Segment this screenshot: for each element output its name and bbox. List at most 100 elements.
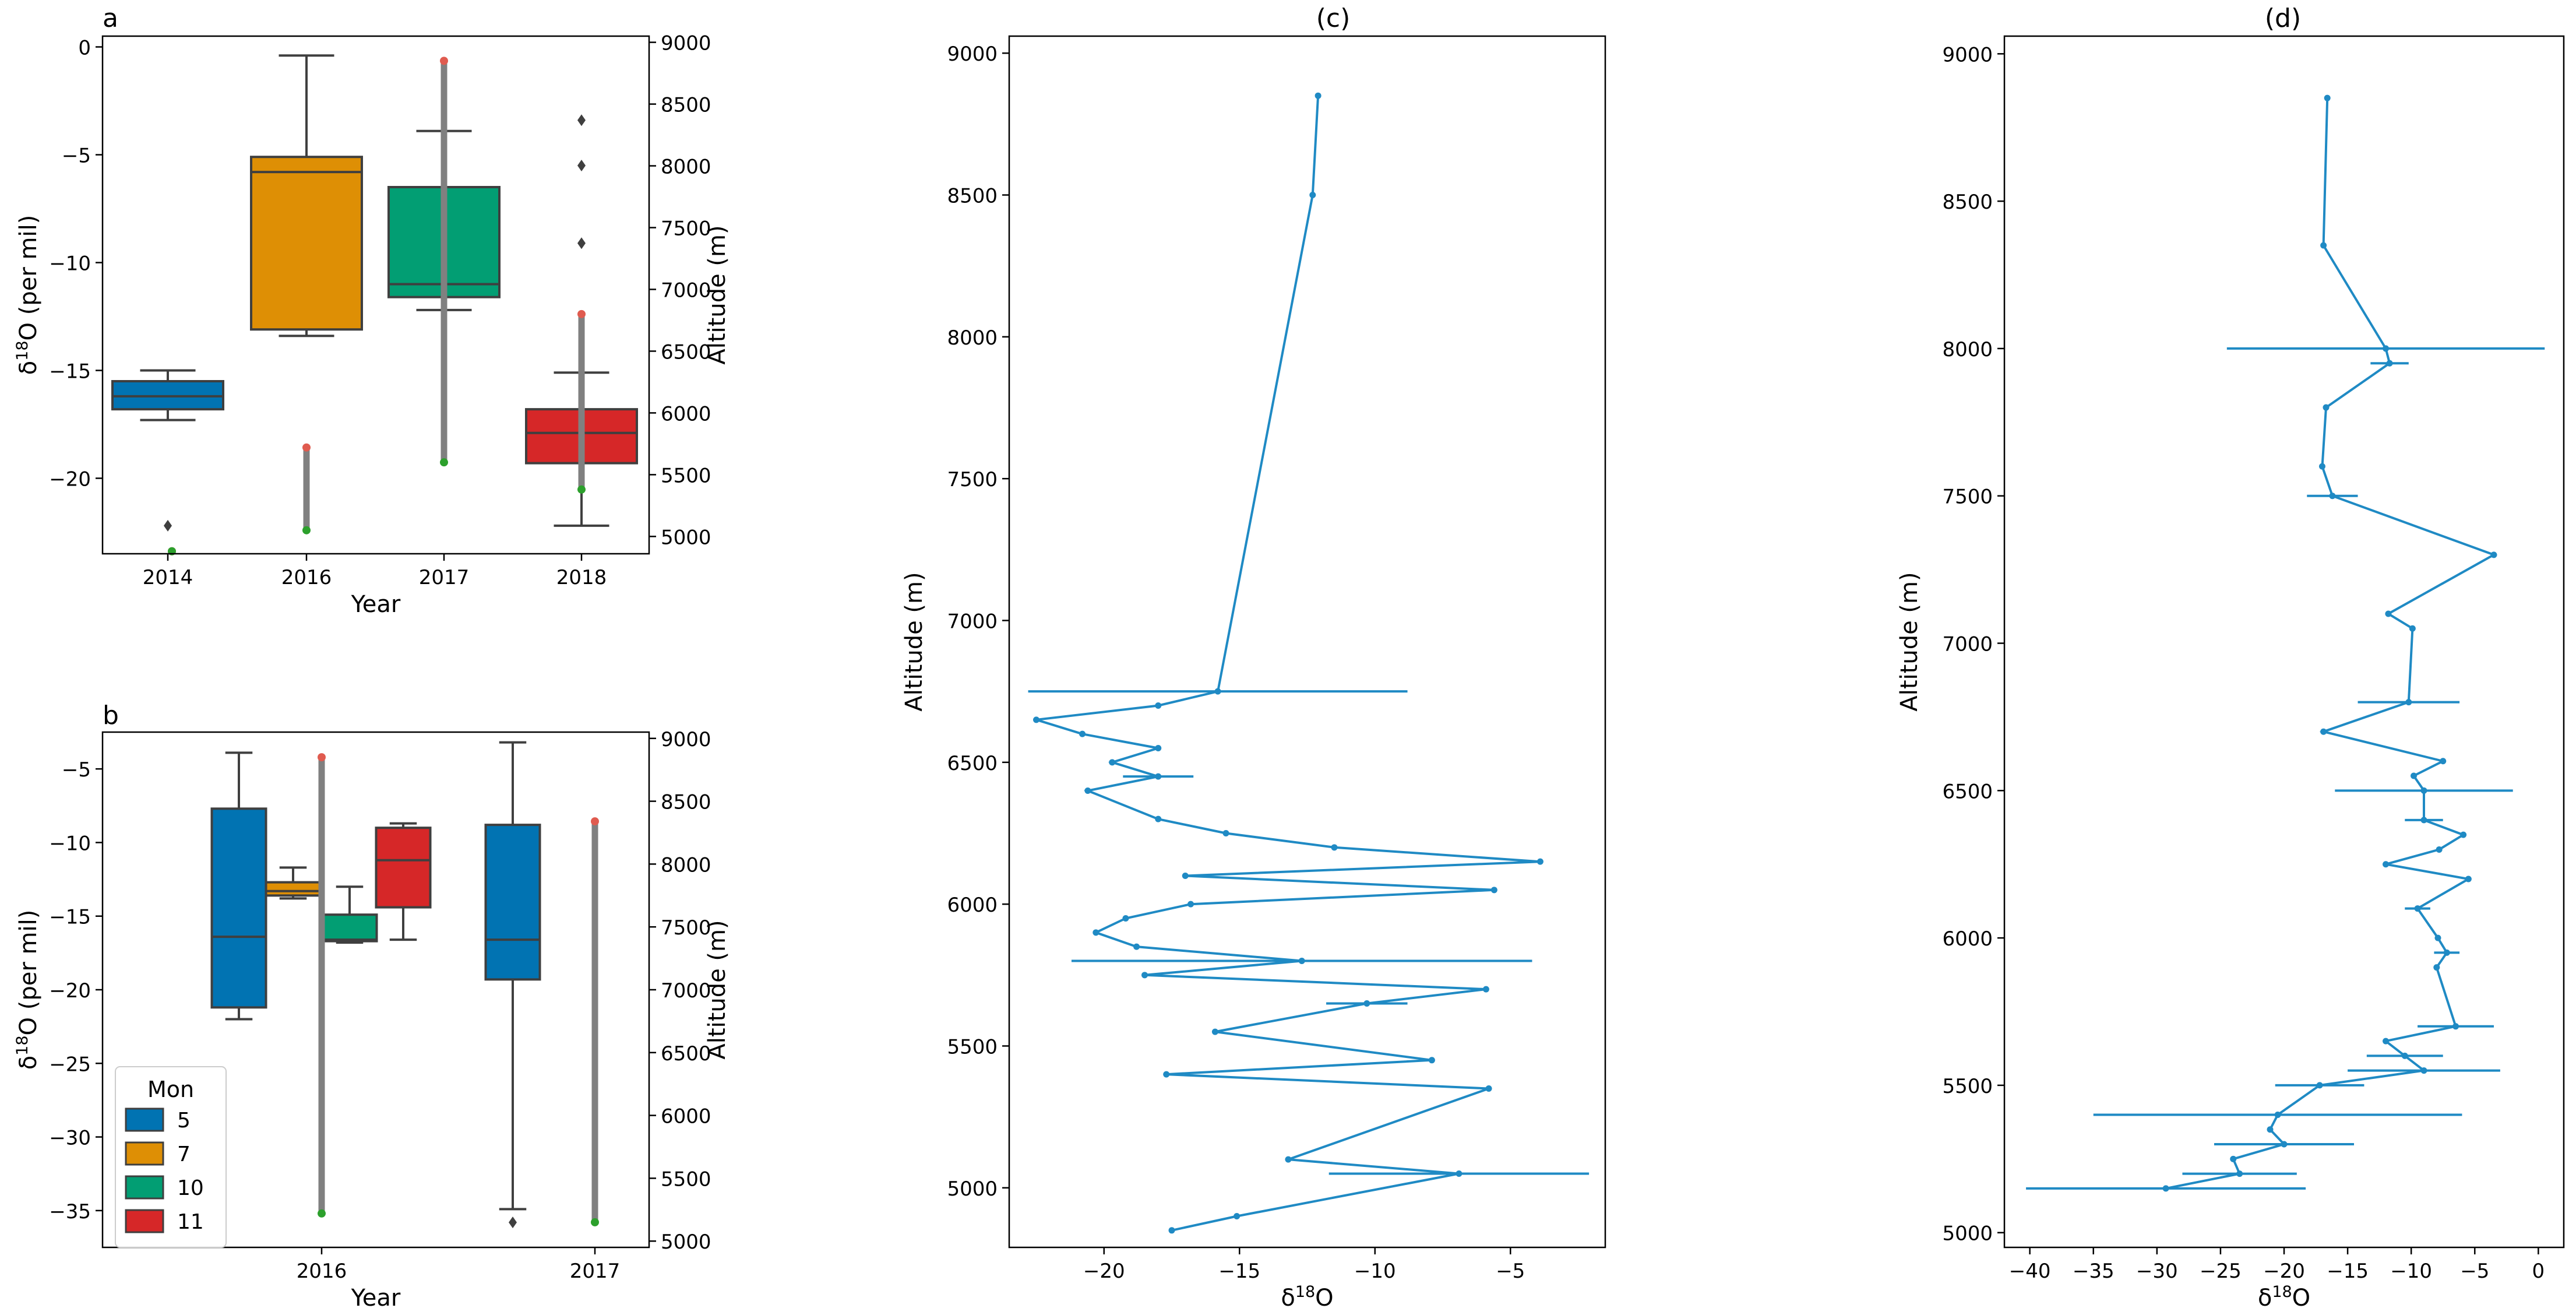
data-point — [2267, 1126, 2274, 1133]
box-body — [250, 156, 363, 331]
x-tick-label: −20 — [2263, 1260, 2305, 1283]
y2-tick-label: 7500 — [661, 217, 711, 240]
y2-tick-label: 9000 — [661, 32, 711, 55]
y-tick-label: 7500 — [947, 468, 998, 491]
panel-c: (c) 5000 5500 6000 6500 7000 7500 8000 8500 9000… — [901, 3, 1606, 1312]
data-point — [1033, 716, 1039, 723]
altitude-bar-2017 — [440, 57, 448, 467]
legend-label-10: 10 — [177, 1176, 204, 1200]
data-point — [1133, 943, 1140, 950]
data-point — [1155, 702, 1162, 709]
box-2016-10 — [321, 885, 378, 944]
series-line — [2165, 98, 2497, 1190]
altitude-bar-2018 — [577, 310, 586, 494]
panel-b-label: b — [103, 701, 119, 730]
x-tick-label: 2018 — [556, 566, 607, 589]
data-point — [1234, 1212, 1241, 1219]
y2-tick-label: 6000 — [661, 1105, 711, 1128]
altitude-bottom — [440, 458, 448, 467]
data-point — [2434, 934, 2441, 941]
data-point — [1155, 773, 1162, 780]
data-point — [2420, 817, 2427, 824]
legend-swatch-7 — [125, 1141, 164, 1166]
x-tick-label: 2016 — [297, 1260, 347, 1283]
data-point — [2420, 1067, 2427, 1074]
data-point — [2281, 1141, 2288, 1148]
data-point — [1211, 1028, 1218, 1035]
x-tick-label: 2017 — [570, 1260, 621, 1283]
data-point — [2320, 728, 2327, 735]
data-point — [2323, 404, 2330, 411]
x-tick-label: −25 — [2200, 1260, 2242, 1283]
data-point — [1222, 829, 1229, 836]
y2-axis-label: Altitude (m) — [704, 920, 731, 1059]
y-tick-label: 5000 — [947, 1177, 998, 1201]
data-point — [1456, 1170, 1463, 1177]
flier — [577, 160, 586, 171]
plot-frame — [1008, 35, 1606, 1249]
data-point — [2274, 1111, 2281, 1118]
flier — [577, 237, 586, 249]
y-tick-label: −20 — [49, 979, 91, 1003]
box-2016 — [250, 54, 363, 337]
x-tick-label: 2014 — [143, 566, 193, 589]
altitude-top — [302, 443, 311, 452]
data-point — [1298, 957, 1305, 964]
data-point — [1285, 1156, 1292, 1163]
altitude-bar-2016 — [318, 753, 326, 1218]
data-point — [1363, 1000, 1370, 1007]
altitude-top — [318, 753, 326, 762]
y2-tick-label: 8500 — [661, 94, 711, 117]
y-tick-label: 9000 — [947, 43, 998, 66]
data-point — [1084, 787, 1091, 794]
y-tick-label: 7000 — [1942, 633, 1993, 656]
y-tick-label: −5 — [62, 145, 91, 168]
y2-tick-label: 7000 — [661, 979, 711, 1003]
legend-label-11: 11 — [177, 1210, 204, 1234]
y-tick-label: 6500 — [1942, 780, 1993, 803]
data-point — [2411, 772, 2418, 779]
y-axis-label: Altitude (m) — [1896, 572, 1923, 711]
data-point — [2409, 625, 2416, 632]
y-tick-label: 8500 — [947, 185, 998, 208]
panel-a-label: a — [103, 3, 118, 33]
box-body — [321, 913, 378, 943]
box-2016-11 — [375, 822, 432, 941]
y2-tick-label: 9000 — [661, 728, 711, 751]
y-tick-label: 7500 — [1942, 486, 1993, 509]
y-tick-label: −5 — [62, 758, 91, 782]
y-tick-label: −35 — [49, 1200, 91, 1223]
data-point — [2443, 949, 2450, 956]
y2-tick-label: 8000 — [661, 156, 711, 179]
data-point — [2420, 787, 2427, 794]
data-point — [1214, 688, 1221, 695]
box-body — [484, 824, 541, 981]
data-point — [2386, 360, 2393, 367]
legend: Mon 5 7 10 11 — [115, 1066, 227, 1248]
y-axis-label: δ18O (per mil) — [13, 215, 43, 375]
data-point — [2320, 242, 2327, 249]
y2-tick-label: 6500 — [661, 340, 711, 364]
flier — [509, 1216, 517, 1229]
y2-tick-label: 8000 — [661, 853, 711, 877]
data-point — [2490, 551, 2497, 558]
panel-a: a 0 −5 −10 −15 −20 5000 5500 6000 6500 7000 7500 80… — [13, 3, 731, 618]
data-point — [2329, 493, 2336, 500]
y2-tick-label: 5000 — [661, 526, 711, 549]
data-point — [1485, 1085, 1492, 1092]
altitude-top — [591, 817, 599, 826]
data-point — [2162, 1185, 2169, 1192]
data-point — [2436, 846, 2443, 853]
data-point — [2401, 1052, 2408, 1059]
data-point — [2414, 905, 2421, 912]
data-point — [2324, 94, 2331, 101]
legend-label-5: 5 — [177, 1109, 191, 1133]
x-tick-label: 2017 — [419, 566, 470, 589]
altitude-bar-2017 — [591, 817, 599, 1226]
box-2016-5 — [210, 751, 267, 1021]
data-point — [1122, 915, 1129, 922]
x-tick-label: −30 — [2136, 1260, 2178, 1283]
y-tick-label: −10 — [49, 832, 91, 855]
data-point — [2316, 1082, 2323, 1089]
altitude-bar-2016 — [302, 443, 311, 535]
